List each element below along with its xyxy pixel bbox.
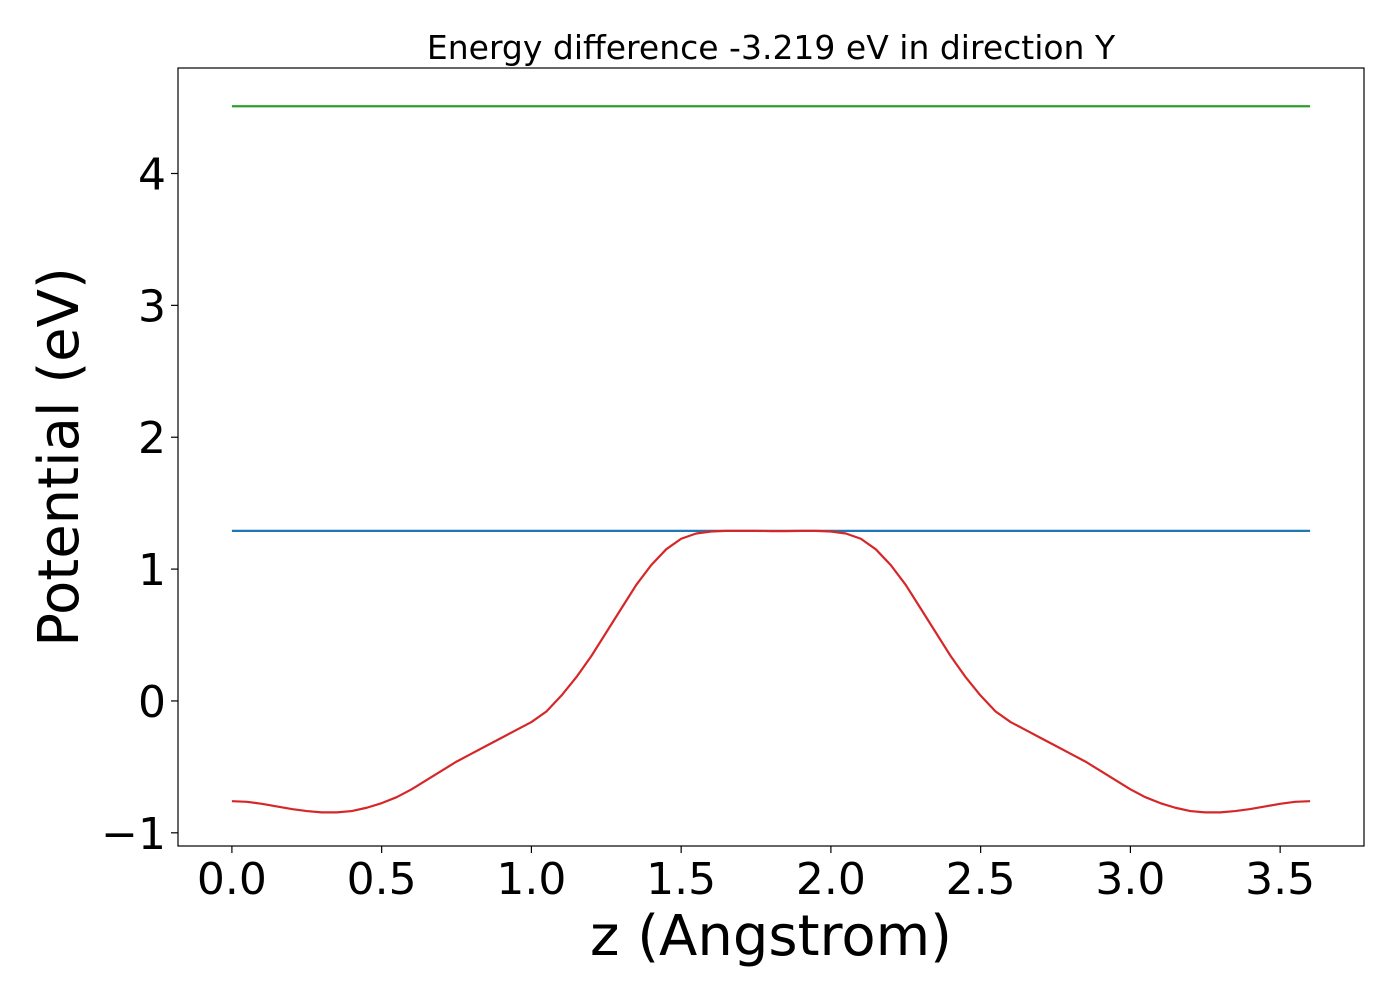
x-tick-label: 3.0	[1095, 854, 1165, 905]
y-tick-label: −1	[101, 809, 166, 860]
x-tick-label: 0.5	[347, 854, 417, 905]
y-tick-label: 0	[138, 677, 166, 728]
y-tick-label: 3	[138, 281, 166, 332]
x-axis-ticks: 0.0 0.5 1.0 1.5 2.0 2.5 3.0 3.5	[197, 846, 1315, 905]
x-tick-label: 1.5	[646, 854, 716, 905]
chart-title: Energy difference -3.219 eV in direction…	[427, 28, 1116, 67]
y-axis-ticks: −1 0 1 2 3 4	[101, 149, 178, 860]
x-axis-label: z (Angstrom)	[590, 904, 952, 969]
x-tick-label: 2.5	[946, 854, 1016, 905]
series-layer	[231, 105, 1311, 814]
x-tick-label: 1.0	[496, 854, 566, 905]
series-line-3	[231, 529, 1311, 814]
y-tick-label: 1	[138, 545, 166, 596]
y-tick-label: 2	[138, 413, 166, 464]
x-tick-label: 0.0	[197, 854, 267, 905]
y-tick-label: 4	[138, 149, 166, 200]
y-axis-label: Potential (eV)	[27, 267, 92, 647]
plot-area-frame	[177, 67, 1365, 847]
x-tick-label: 2.0	[796, 854, 866, 905]
x-tick-label: 3.5	[1245, 854, 1315, 905]
